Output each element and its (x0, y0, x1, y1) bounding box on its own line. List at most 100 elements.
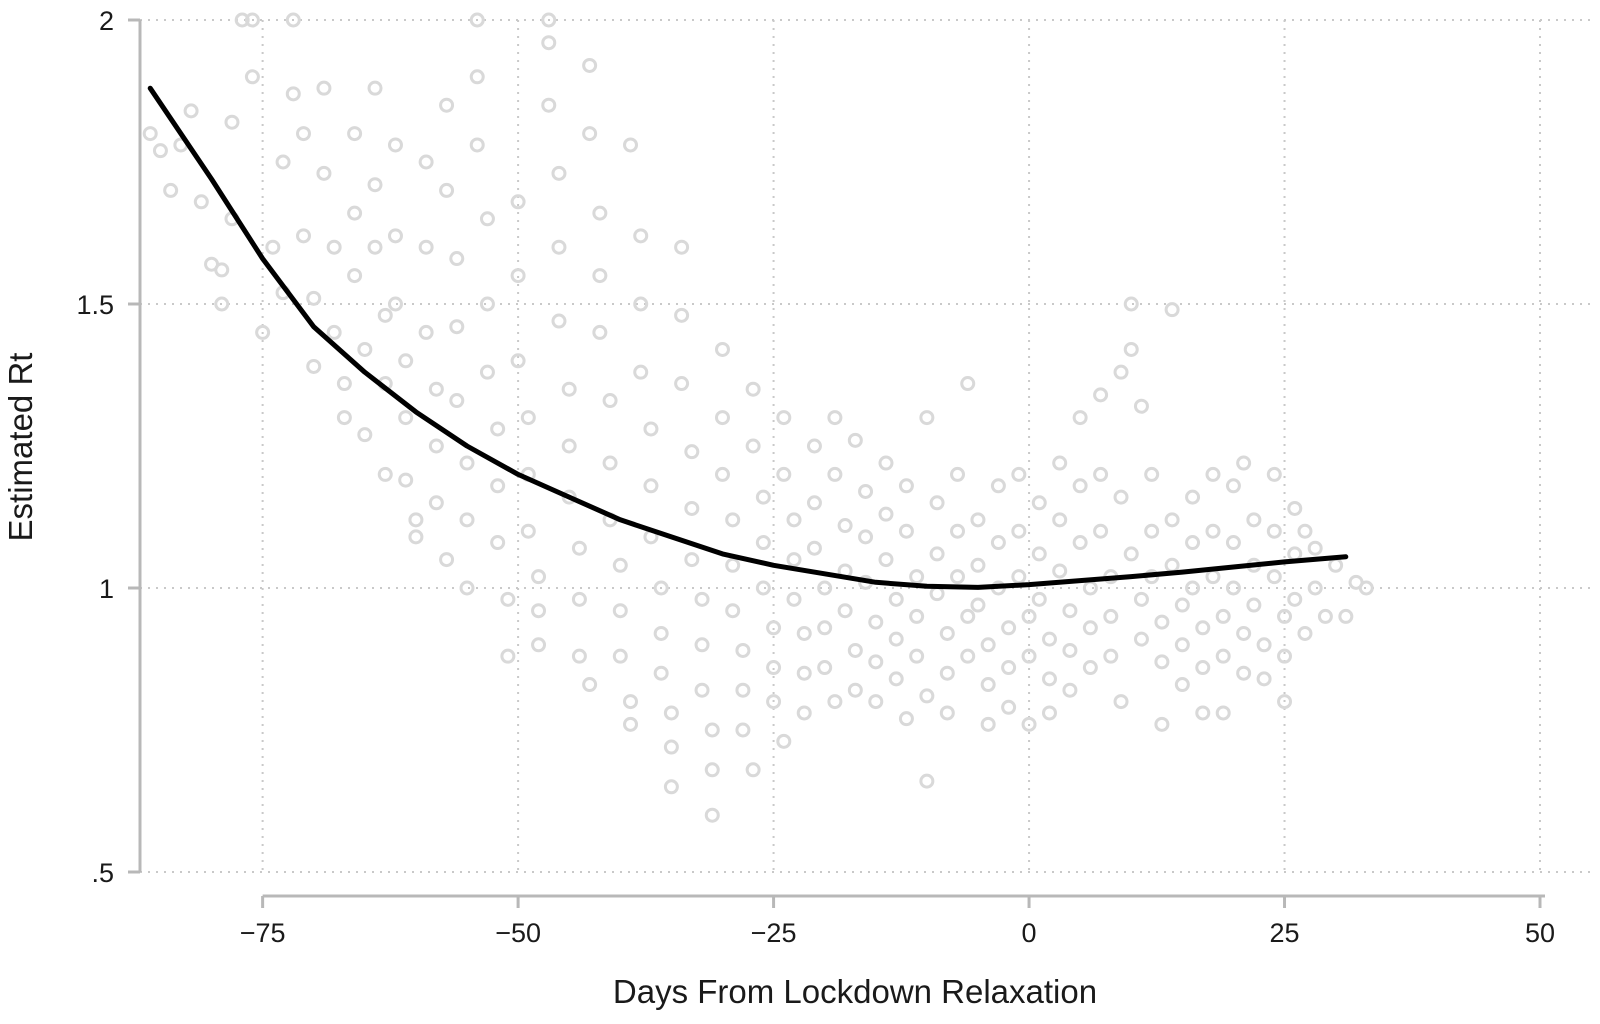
data-point-267 (1164, 302, 1180, 318)
y-axis-title: Estimated Rt (2, 353, 39, 542)
data-point-127 (684, 500, 700, 516)
data-point-148 (755, 535, 771, 551)
data-point-113 (633, 364, 649, 380)
data-point-35 (367, 80, 383, 96)
data-point-252 (1113, 694, 1129, 710)
data-point-75 (510, 194, 526, 210)
fit-line (147, 85, 1349, 590)
data-point-284 (1215, 705, 1231, 721)
data-point-206 (950, 569, 966, 585)
data-point-191 (898, 523, 914, 539)
data-point-98 (582, 126, 598, 142)
data-point-80 (520, 523, 536, 539)
data-point-132 (704, 722, 720, 738)
data-point-281 (1205, 569, 1221, 585)
data-point-208 (960, 648, 976, 664)
data-point-162 (806, 438, 822, 454)
data-point-305 (1297, 625, 1313, 641)
data-point-18 (285, 12, 301, 28)
data-point-211 (970, 557, 986, 573)
data-point-74 (500, 648, 516, 664)
data-point-164 (806, 540, 822, 556)
data-point-221 (1001, 699, 1017, 715)
data-point-136 (714, 410, 730, 426)
x-tick-label-5: 50 (1525, 918, 1555, 948)
data-point-253 (1113, 364, 1129, 380)
data-point-57 (439, 182, 455, 198)
data-point-286 (1225, 535, 1241, 551)
data-point-197 (919, 410, 935, 426)
data-point-128 (684, 552, 700, 568)
data-point-31 (347, 205, 363, 221)
data-point-68 (479, 296, 495, 312)
data-point-62 (459, 512, 475, 528)
data-point-20 (296, 126, 312, 142)
data-point-71 (490, 478, 506, 494)
data-point-89 (551, 313, 567, 329)
data-point-51 (418, 324, 434, 340)
data-point-114 (643, 421, 659, 437)
x-tick-label-1: −50 (495, 918, 541, 948)
data-point-290 (1236, 455, 1252, 471)
data-point-293 (1246, 597, 1262, 613)
data-point-8 (214, 262, 230, 278)
data-point-137 (714, 466, 730, 482)
data-point-273 (1185, 489, 1201, 505)
data-point-165 (817, 580, 833, 596)
x-tick-label-3: 0 (1022, 918, 1037, 948)
data-point-233 (1041, 705, 1057, 721)
data-point-134 (704, 807, 720, 823)
data-point-282 (1215, 608, 1231, 624)
data-point-303 (1287, 546, 1303, 562)
data-point-185 (878, 552, 894, 568)
data-point-258 (1133, 591, 1149, 607)
data-point-65 (469, 69, 485, 85)
data-point-16 (275, 154, 291, 170)
data-point-294 (1256, 637, 1272, 653)
data-point-86 (541, 97, 557, 113)
data-point-288 (1236, 625, 1252, 641)
data-point-229 (1031, 546, 1047, 562)
data-point-300 (1277, 648, 1293, 664)
data-point-36 (367, 177, 383, 193)
data-point-130 (694, 637, 710, 653)
data-point-69 (479, 364, 495, 380)
data-point-101 (592, 324, 608, 340)
data-point-248 (1093, 523, 1109, 539)
data-point-111 (633, 228, 649, 244)
data-point-64 (469, 12, 485, 28)
data-point-120 (663, 705, 679, 721)
data-point-223 (1011, 523, 1027, 539)
data-point-246 (1093, 387, 1109, 403)
data-point-102 (602, 393, 618, 409)
data-point-272 (1174, 677, 1190, 693)
data-point-295 (1256, 671, 1272, 687)
data-point-289 (1236, 665, 1252, 681)
data-point-19 (285, 86, 301, 102)
data-point-173 (837, 603, 853, 619)
data-point-202 (939, 665, 955, 681)
data-point-45 (398, 410, 414, 426)
data-point-269 (1164, 557, 1180, 573)
data-point-61 (459, 455, 475, 471)
data-point-2 (163, 182, 179, 198)
data-point-123 (674, 239, 690, 255)
data-point-42 (387, 228, 403, 244)
y-tick-label-2: 1.5 (76, 290, 114, 320)
data-point-256 (1123, 341, 1139, 357)
data-point-198 (929, 495, 945, 511)
data-point-155 (776, 466, 792, 482)
data-point-302 (1287, 500, 1303, 516)
data-point-285 (1225, 478, 1241, 494)
data-point-240 (1072, 410, 1088, 426)
data-point-66 (469, 137, 485, 153)
data-point-47 (408, 512, 424, 528)
data-point-157 (786, 552, 802, 568)
y-tick-label-0: .5 (91, 858, 114, 888)
data-point-186 (888, 591, 904, 607)
data-point-266 (1154, 716, 1170, 732)
data-point-313 (1358, 580, 1374, 596)
data-point-238 (1062, 642, 1078, 658)
data-point-227 (1021, 716, 1037, 732)
data-point-54 (428, 495, 444, 511)
